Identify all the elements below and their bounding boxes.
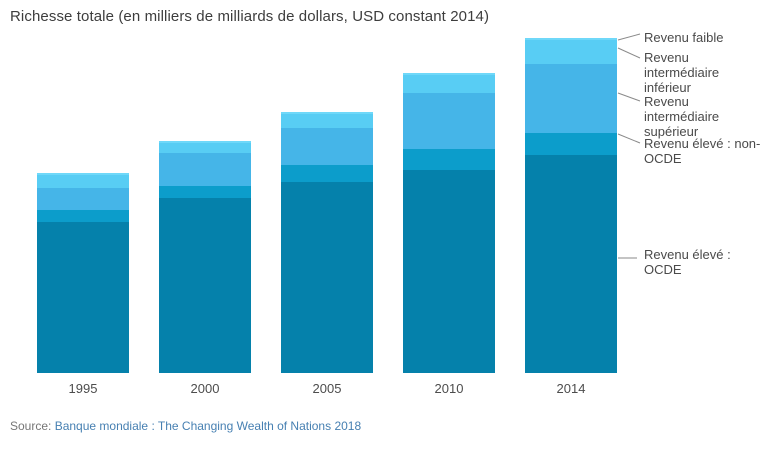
bar-segment-interm_sup-2005[interactable]	[281, 128, 373, 166]
bar-segment-ocde-2000[interactable]	[159, 197, 251, 373]
bar-2000[interactable]	[159, 141, 251, 373]
bar-segment-interm_sup-1995[interactable]	[37, 188, 129, 210]
legend-label-revenu-faible: Revenu faible	[644, 30, 724, 45]
x-axis-label-1995: 1995	[68, 381, 98, 396]
bar-segment-interm_inf-2014[interactable]	[525, 40, 617, 65]
bar-2014[interactable]	[525, 38, 617, 373]
bar-segment-faible-2010[interactable]	[403, 72, 495, 75]
bar-segment-faible-2000[interactable]	[159, 141, 251, 143]
bar-segment-non_ocde-2000[interactable]	[159, 186, 251, 198]
bar-segment-non_ocde-2005[interactable]	[281, 165, 373, 182]
bar-segment-interm_sup-2014[interactable]	[525, 64, 617, 133]
bar-segment-non_ocde-2010[interactable]	[403, 148, 495, 170]
bar-segment-faible-1995[interactable]	[37, 173, 129, 175]
legend-label-interm-inferieur: Revenu intermédiaire inférieur	[644, 50, 720, 95]
chart-title: Richesse totale (en milliers de milliard…	[10, 8, 490, 25]
bar-segment-ocde-2014[interactable]	[525, 154, 617, 373]
bar-segment-interm_inf-2000[interactable]	[159, 142, 251, 153]
legend-label-interm-superieur: Revenu intermédiaire supérieur	[644, 94, 720, 139]
x-axis-label-2014: 2014	[556, 381, 586, 396]
bar-1995[interactable]	[37, 173, 129, 373]
x-axis-label-2000: 2000	[190, 381, 220, 396]
bar-segment-ocde-1995[interactable]	[37, 222, 129, 373]
source-caption: Source: Banque mondiale : The Changing W…	[10, 419, 361, 433]
bar-segment-ocde-2010[interactable]	[403, 169, 495, 373]
bar-segment-interm_inf-2010[interactable]	[403, 74, 495, 93]
source-link[interactable]: Banque mondiale : The Changing Wealth of…	[54, 419, 362, 433]
bar-2010[interactable]	[403, 72, 495, 373]
bar-segment-faible-2005[interactable]	[281, 112, 373, 114]
bar-segment-interm_inf-2005[interactable]	[281, 113, 373, 129]
bar-segment-non_ocde-2014[interactable]	[525, 132, 617, 155]
bar-segment-interm_sup-2010[interactable]	[403, 92, 495, 149]
legend-label-eleve-ocde: Revenu élevé : OCDE	[644, 247, 731, 277]
bar-2005[interactable]	[281, 112, 373, 373]
source-prefix: Source:	[10, 419, 52, 433]
x-axis-label-2005: 2005	[312, 381, 342, 396]
bar-segment-interm_inf-1995[interactable]	[37, 174, 129, 189]
x-axis-label-2010: 2010	[434, 381, 464, 396]
bar-segment-ocde-2005[interactable]	[281, 181, 373, 373]
legend-label-eleve-non-ocde: Revenu élevé : non- OCDE	[644, 136, 761, 166]
bar-segment-interm_sup-2000[interactable]	[159, 152, 251, 187]
bar-segment-non_ocde-1995[interactable]	[37, 210, 129, 223]
bar-segment-faible-2014[interactable]	[525, 38, 617, 41]
